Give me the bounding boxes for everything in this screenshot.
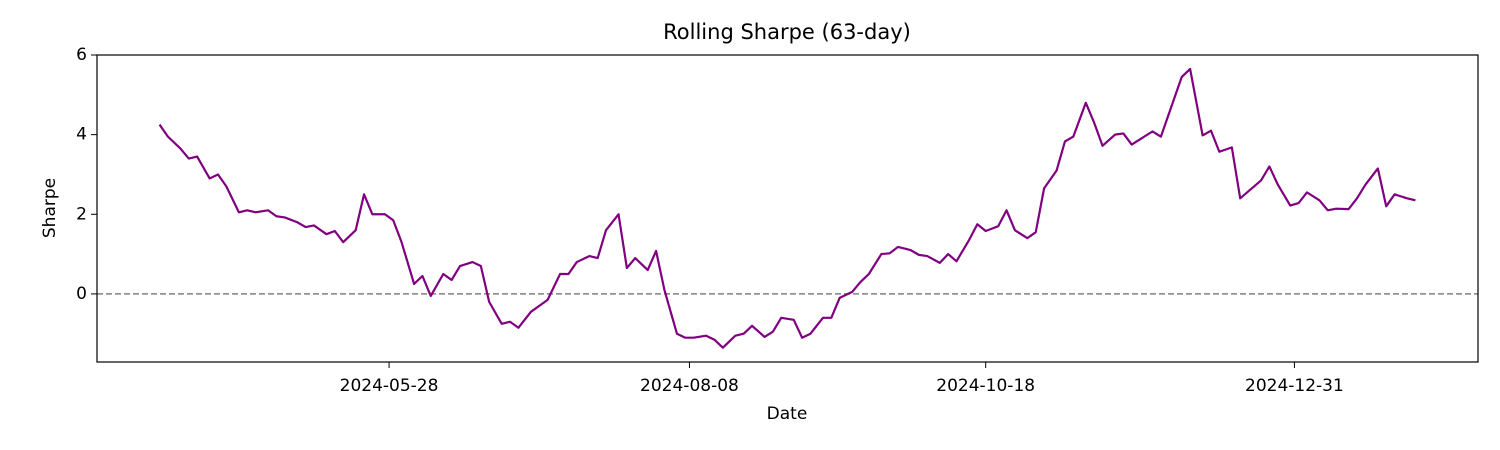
y-tick-label: 0 bbox=[76, 284, 87, 304]
x-tick-label: 2024-08-08 bbox=[640, 376, 739, 396]
x-tick-label: 2024-05-28 bbox=[340, 376, 439, 396]
chart-title: Rolling Sharpe (63-day) bbox=[663, 20, 911, 44]
y-tick-label: 4 bbox=[76, 125, 87, 145]
plot-frame bbox=[96, 54, 1479, 363]
x-tick-label: 2024-12-31 bbox=[1245, 376, 1344, 396]
y-tick-label: 6 bbox=[76, 45, 87, 65]
x-axis-label: Date bbox=[767, 404, 808, 424]
x-tick-label: 2024-10-18 bbox=[936, 376, 1035, 396]
y-axis-label: Sharpe bbox=[40, 178, 60, 238]
y-tick-label: 2 bbox=[76, 204, 87, 224]
data-line bbox=[158, 67, 1416, 349]
